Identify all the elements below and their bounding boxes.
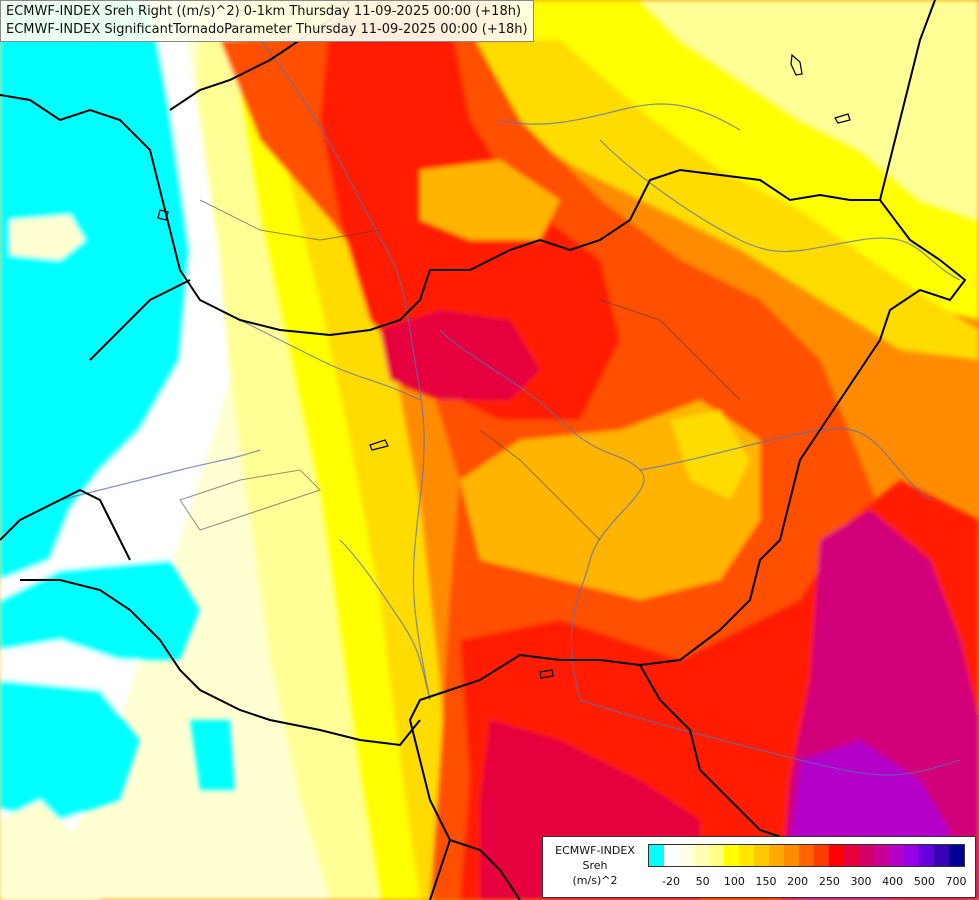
legend-swatch (739, 845, 754, 866)
legend-swatch (829, 845, 844, 866)
border-north-east (408, 168, 967, 900)
north-orange (420, 160, 560, 240)
legend-title-line-1: ECMWF-INDEX (555, 844, 635, 857)
region-1 (199, 199, 381, 241)
legend-title-line-3: (m/s)^2 (572, 874, 618, 887)
header-line-1: ECMWF-INDEX Sreh Right ((m/s)^2) 0-1km T… (6, 4, 522, 19)
legend-tick-label: 50 (695, 875, 710, 888)
lake-3 (790, 53, 803, 76)
legend-swatch (694, 845, 709, 866)
legend-swatches (648, 844, 965, 867)
border-sw (20, 579, 421, 747)
region-3 (599, 299, 741, 401)
legend-tick-label: 500 (913, 875, 935, 888)
lake-4 (157, 209, 169, 221)
cream-bay (10, 215, 85, 260)
region-4 (479, 429, 601, 541)
legend-swatch (859, 845, 874, 866)
legend-swatch (664, 845, 679, 866)
legend-tick-label: -20 (662, 875, 680, 888)
legend-swatch (679, 845, 694, 866)
region-2 (179, 469, 321, 531)
legend-swatch (949, 845, 964, 866)
lake-5 (539, 669, 554, 679)
legend-swatch (769, 845, 784, 866)
border-south-east (639, 664, 791, 841)
ne-gold (470, 40, 979, 360)
header-line-2: ECMWF-INDEX SignificantTornadoParameter … (6, 22, 528, 37)
legend-swatch (709, 845, 724, 866)
color-legend: ECMWF-INDEX Sreh (m/s)^2 -20 50 100 150 200 2… (542, 836, 976, 898)
legend-swatch (934, 845, 949, 866)
cyan-spot (190, 720, 235, 790)
border-west-mid (89, 279, 191, 361)
cyan-patch (0, 560, 200, 660)
river-8 (339, 539, 431, 701)
map-header: ECMWF-INDEX Sreh Right ((m/s)^2) 0-1km T… (0, 0, 534, 42)
river-3 (599, 139, 961, 281)
legend-swatch (799, 845, 814, 866)
border-east (879, 0, 936, 201)
legend-tick-label: 200 (787, 875, 809, 888)
legend-swatch (844, 845, 859, 866)
legend-title-line-2: Sreh (582, 859, 608, 872)
legend-tick-label: 150 (755, 875, 777, 888)
legend-swatch (919, 845, 934, 866)
legend-tick-label: 700 (945, 875, 967, 888)
cyan-south (0, 680, 140, 820)
ne-pale (640, 0, 979, 220)
legend-swatch (724, 845, 739, 866)
cream-west-low (0, 800, 100, 900)
border-west-low (0, 488, 131, 561)
legend-tick-label: 400 (882, 875, 904, 888)
lakes (157, 53, 851, 679)
legend-swatch (649, 845, 664, 866)
legend-tick-label: 250 (818, 875, 840, 888)
low-zone (0, 0, 235, 900)
legend-ticks: -20 50 100 150 200 250 300 400 500 700 (648, 875, 978, 891)
legend-swatch (754, 845, 769, 866)
gold-band (260, 0, 455, 900)
cyan-west (0, 0, 190, 580)
region-lines (179, 199, 741, 541)
legend-swatch (784, 845, 799, 866)
river-9 (499, 103, 741, 131)
river-6 (59, 449, 261, 501)
legend-swatch (889, 845, 904, 866)
legend-tick-label: 300 (850, 875, 872, 888)
legend-tick-label: 100 (723, 875, 745, 888)
lake-1 (369, 439, 389, 451)
river-7 (579, 699, 961, 776)
border-south (449, 839, 521, 900)
crimson-1 (380, 310, 540, 400)
legend-title: ECMWF-INDEX Sreh (m/s)^2 (543, 843, 647, 888)
border-west-north (0, 94, 541, 337)
legend-swatch (904, 845, 919, 866)
legend-swatch (874, 845, 889, 866)
lake-2 (834, 113, 851, 124)
legend-swatch (814, 845, 829, 866)
river-1 (259, 39, 431, 701)
